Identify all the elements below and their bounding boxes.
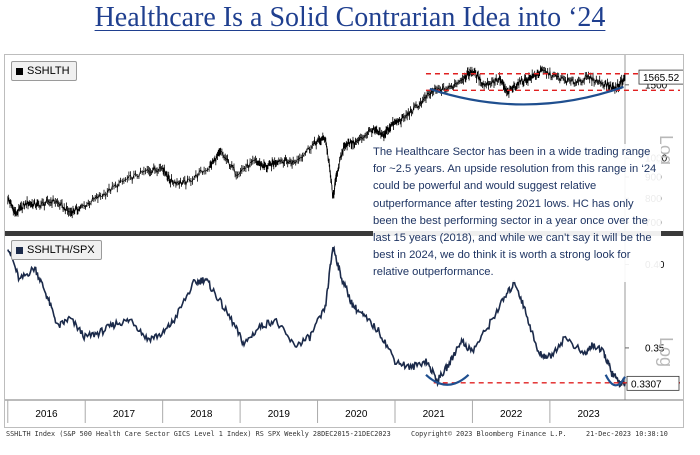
- y-tick-label: 1500: [645, 80, 668, 91]
- legend-swatch-icon: [16, 246, 23, 254]
- last-value-label: 1565.52: [643, 73, 680, 84]
- y-axis-log-label: Log: [656, 135, 676, 165]
- rs-low-arc-2023: [604, 374, 626, 387]
- legend-rs: SSHLTH/SPX: [11, 240, 102, 260]
- last-value-box: [626, 375, 680, 391]
- chart-frame: 2016201720182019202020212022202315001000…: [4, 54, 684, 428]
- legend-swatch-icon: [16, 67, 23, 75]
- x-tick-label: 2016: [35, 409, 58, 420]
- page-title: Healthcare Is a Solid Contrarian Idea in…: [94, 2, 606, 33]
- legend-sshlth: SSHLTH: [11, 61, 77, 81]
- legend-label: SSHLTH/SPX: [27, 244, 95, 256]
- footer-source: SSHLTH Index (S&P 500 Health Care Sector…: [6, 430, 391, 438]
- x-tick-label: 2017: [113, 409, 136, 420]
- last-value-label: 0.3307: [631, 379, 662, 390]
- price-range-arc: [429, 85, 624, 106]
- y-tick-label: 0.35: [645, 343, 665, 354]
- x-tick-label: 2022: [500, 409, 523, 420]
- footer: SSHLTH Index (S&P 500 Health Care Sector…: [6, 430, 688, 442]
- legend-label: SSHLTH: [27, 65, 70, 77]
- x-tick-label: 2019: [268, 409, 291, 420]
- x-tick-label: 2018: [190, 409, 213, 420]
- price-line: [7, 67, 626, 215]
- last-value-box: [638, 69, 683, 85]
- annotation-text: The Healthcare Sector has been in a wide…: [373, 144, 661, 282]
- rs-line: [7, 245, 626, 388]
- x-tick-label: 2021: [423, 409, 446, 420]
- panel-divider: [5, 231, 683, 236]
- rs-low-arc-2021: [425, 373, 470, 386]
- x-tick-label: 2020: [345, 409, 368, 420]
- y-axis-log-label: Log: [656, 337, 676, 367]
- footer-timestamp: 21-Dec-2023 10:38:10: [586, 430, 668, 438]
- x-tick-label: 2023: [577, 409, 600, 420]
- footer-copyright: Copyright© 2023 Bloomberg Finance L.P.: [411, 430, 567, 438]
